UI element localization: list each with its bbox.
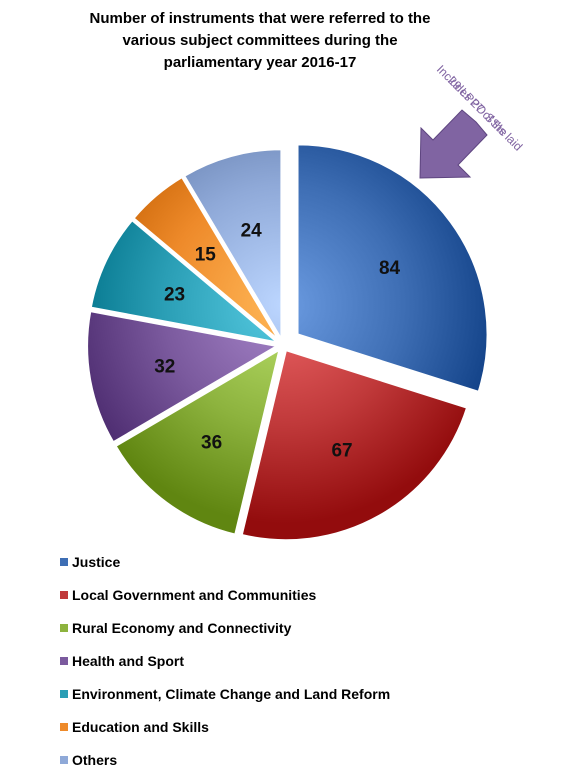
pie-value-label: 84 [379,258,401,279]
pie-value-label: 36 [201,432,222,453]
chart-title-line-1: Number of instruments that were referred… [89,10,431,27]
pie-value-label: 15 [195,245,217,266]
pie-slices [86,143,489,542]
legend-label: Rural Economy and Connectivity [72,619,292,636]
legend-swatch [60,590,68,599]
legend-item: Others [60,743,390,776]
legend-label: Education and Skills [72,718,209,735]
legend-swatch [60,722,68,731]
pie-slice-health-and-sport [86,310,280,444]
pie-slice-education-and-skills [132,175,280,342]
pie-value-label: 24 [241,220,263,241]
legend-label: Environment, Climate Change and Land Ref… [72,685,391,702]
pie-value-label: 67 [331,440,352,461]
legend-swatch [60,623,68,632]
chart-legend: Justice Local Government and Communities R… [60,545,390,776]
legend-swatch [60,557,68,566]
legend-label: Justice [72,553,121,570]
legend-swatch [60,755,68,764]
annotation-arrow [419,109,488,179]
pie-value-label: 32 [154,357,175,378]
pie-slice-justice [296,143,489,394]
legend-label: Others [72,751,118,768]
pie-slice-rural-economy-and-connectivity [114,347,281,536]
pie-value-label: 23 [164,285,185,306]
legend-item: Local Government and Communities [60,578,390,611]
legend-label: Local Government and Communities [72,586,317,603]
legend-item: Health and Sport [60,644,390,677]
legend-label: Health and Sport [72,652,185,669]
legend-swatch [60,656,68,665]
legend-item: Justice [60,545,390,578]
pie-slice-local-government-and-communities [240,348,469,542]
pie-value-labels: 84 67 36 32 23 15 24 [154,220,400,461]
chart-title: Number of instruments that were referred… [40,8,480,74]
legend-item: Environment, Climate Change and Land Ref… [60,677,390,710]
pie-slice-environment-climate-change-and-land-reform [89,218,282,345]
legend-item: Rural Economy and Connectivity [60,611,390,644]
legend-swatch [60,689,68,698]
chart-title-line-2: various subject committees during the [122,32,398,49]
pie-slice-others [182,148,283,343]
chart-title-line-3: parliamentary year 2016-17 [163,54,357,71]
legend-item: Education and Skills [60,710,390,743]
